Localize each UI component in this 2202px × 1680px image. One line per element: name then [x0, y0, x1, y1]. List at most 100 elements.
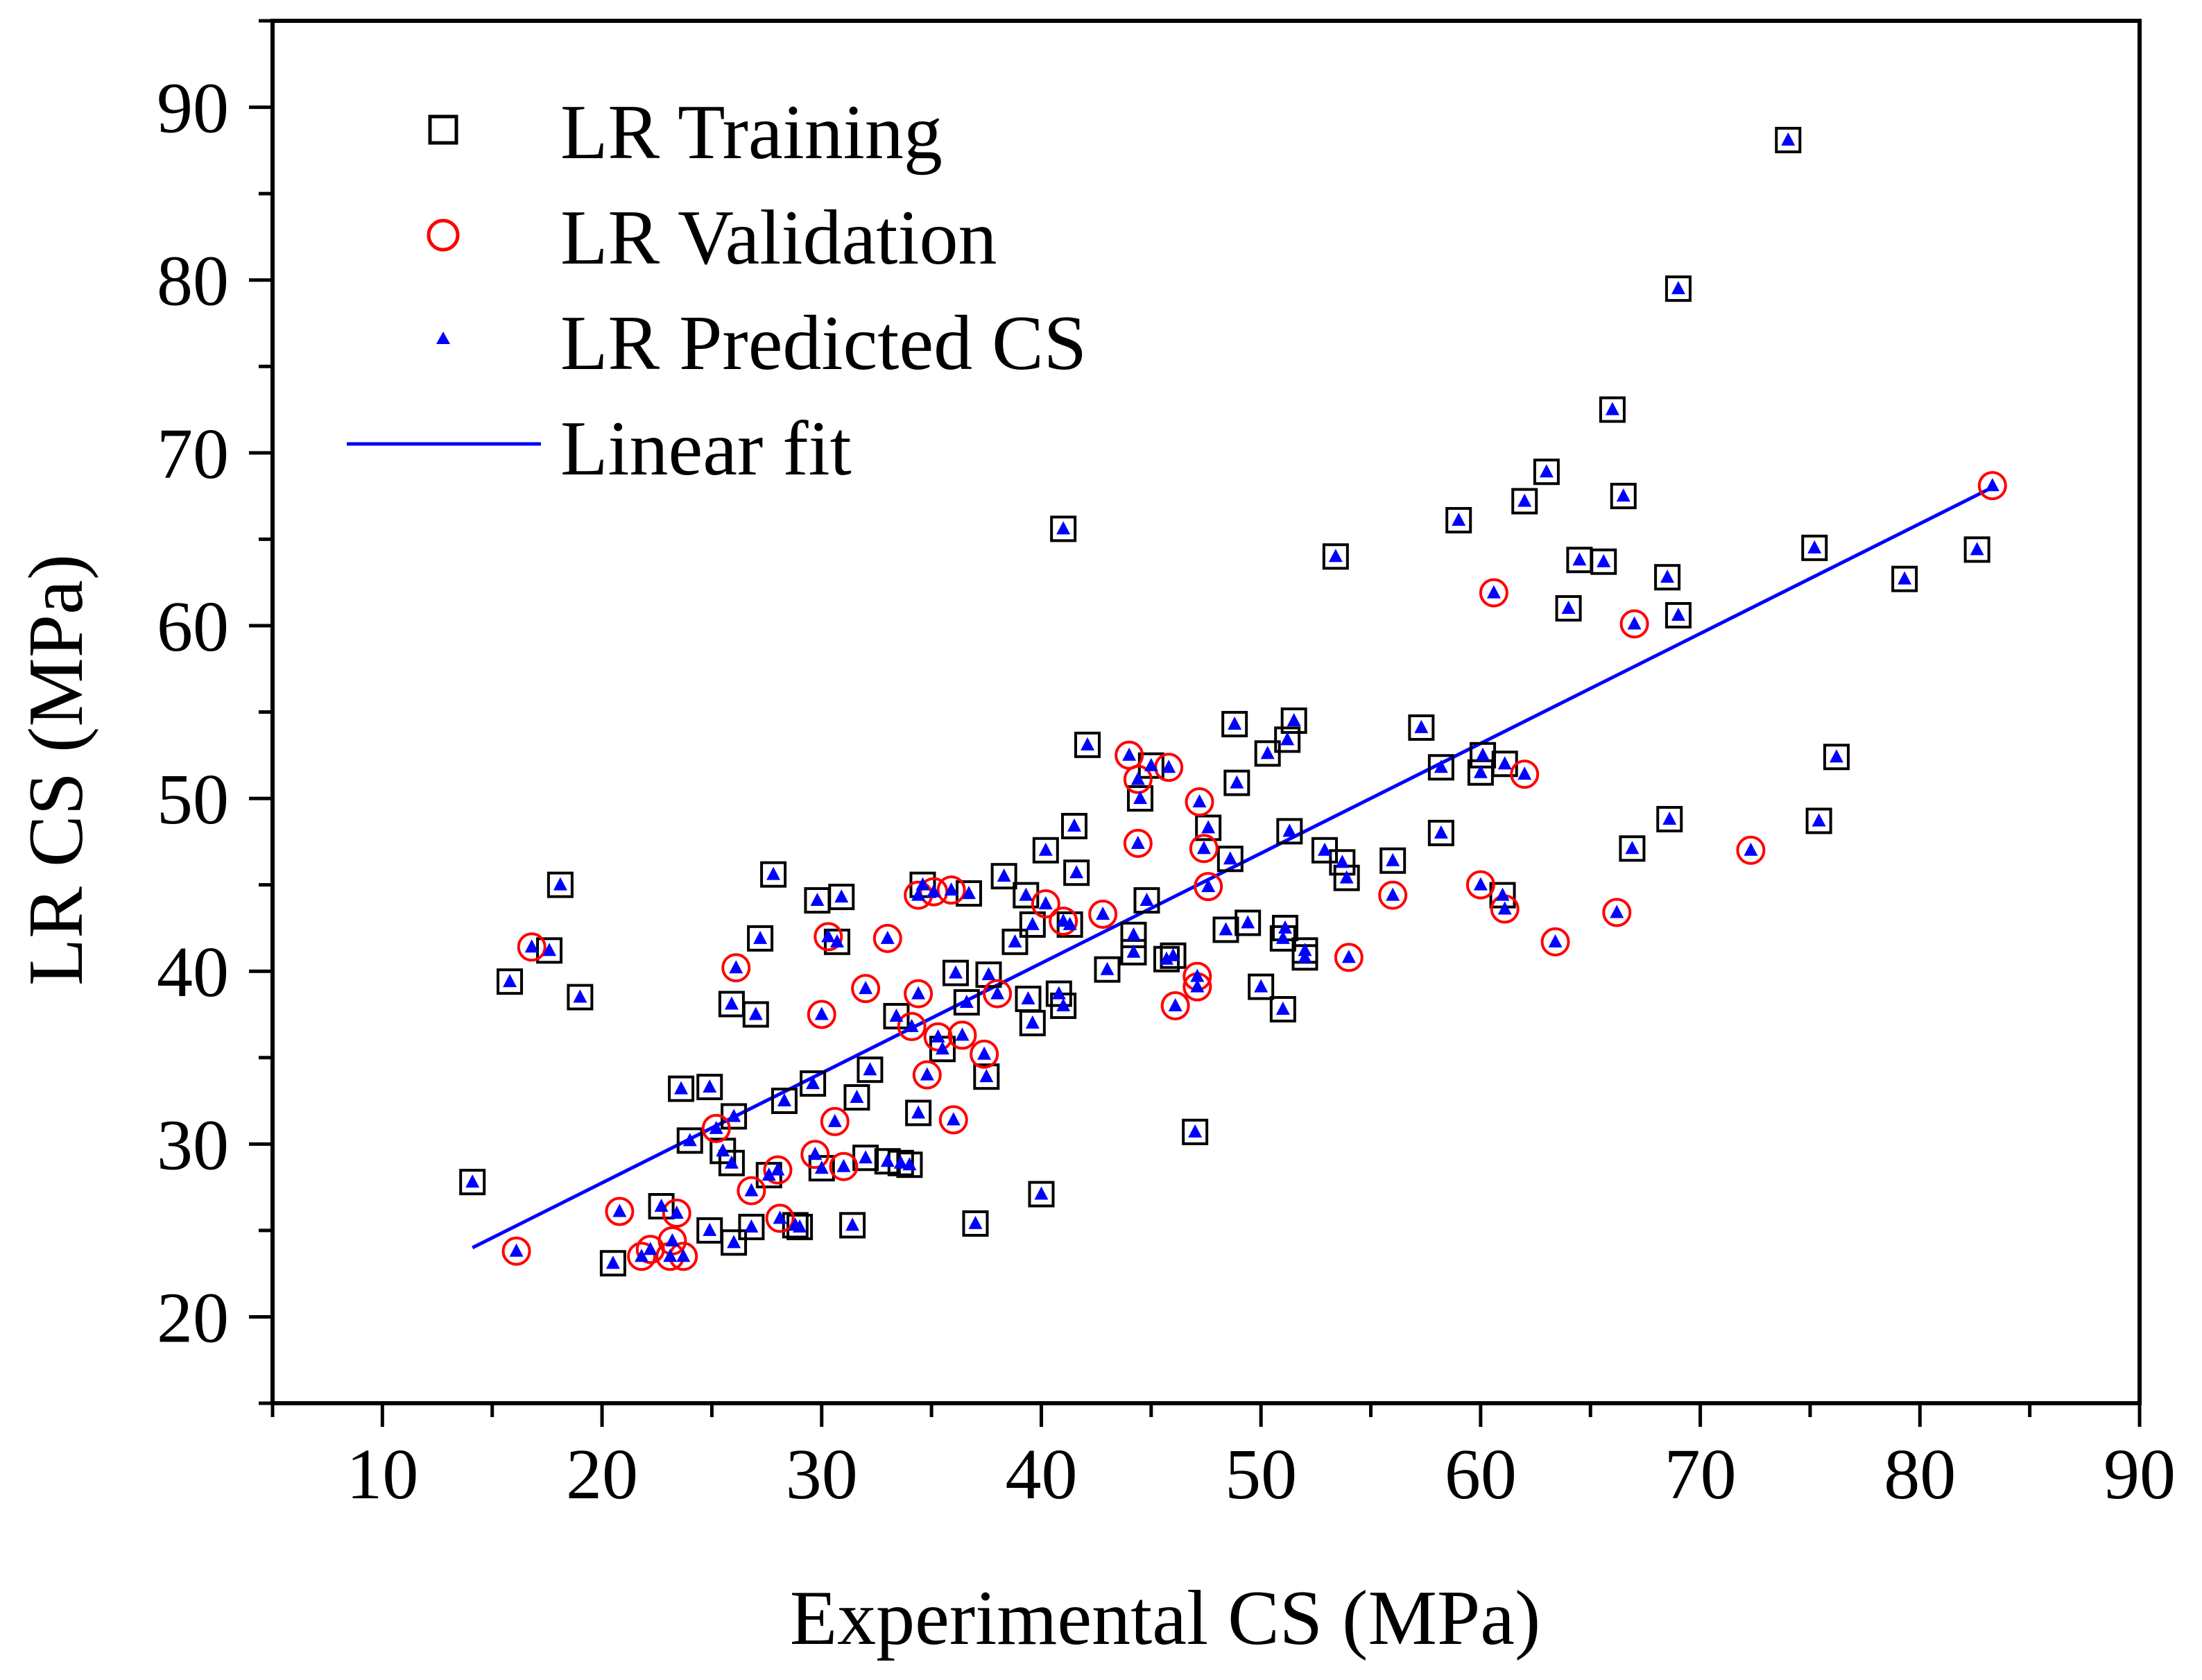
- y-tick-label: 90: [157, 69, 229, 148]
- x-tick-label: 20: [566, 1434, 638, 1514]
- predicted-point: [893, 1155, 908, 1169]
- predicted-point: [1159, 951, 1173, 965]
- predicted-point: [1192, 794, 1207, 808]
- predicted-point: [1298, 950, 1312, 963]
- predicted-point: [676, 1249, 691, 1262]
- predicted-point: [1339, 870, 1354, 884]
- validation-point: [737, 1176, 766, 1206]
- validation-point: [1123, 828, 1153, 858]
- predicted-point: [509, 1243, 524, 1257]
- predicted-point: [1486, 585, 1501, 599]
- training-point: [1276, 818, 1303, 845]
- validation-point: [1619, 609, 1649, 639]
- validation-point: [829, 1151, 859, 1181]
- training-point: [1801, 534, 1828, 561]
- predicted-point: [669, 1205, 684, 1219]
- training-point: [1028, 1181, 1055, 1208]
- training-point: [1555, 595, 1582, 622]
- training-point: [1216, 846, 1244, 873]
- predicted-point: [1662, 811, 1677, 825]
- predicted-point: [1069, 865, 1084, 879]
- training-point: [839, 1212, 866, 1239]
- legend-validation-label: LR Validation: [560, 195, 997, 281]
- predicted-point: [612, 1203, 627, 1217]
- predicted-point: [665, 1233, 680, 1246]
- predicted-point: [1605, 402, 1619, 415]
- training-point: [1654, 564, 1681, 591]
- predicted-point: [889, 1008, 904, 1022]
- predicted-point: [902, 1157, 917, 1171]
- predicted-point: [1056, 521, 1071, 535]
- predicted-point: [1473, 877, 1488, 891]
- training-point: [800, 1070, 827, 1097]
- predicted-point: [1812, 813, 1826, 827]
- predicted-point: [748, 1006, 763, 1020]
- predicted-point: [1671, 607, 1685, 621]
- x-tick-label: 70: [1665, 1434, 1737, 1514]
- training-point: [547, 871, 574, 898]
- predicted-point: [1970, 542, 1984, 556]
- predicted-point: [553, 877, 567, 891]
- training-point: [975, 961, 1002, 988]
- y-axis-tick-labels: 20 30 40 50 60 70 80 90: [157, 69, 229, 1358]
- training-point: [1001, 928, 1029, 955]
- validation-point: [1194, 872, 1223, 902]
- training-point: [1599, 396, 1626, 423]
- validation-point: [1123, 764, 1153, 794]
- predicted-point: [744, 1219, 759, 1233]
- validation-point: [851, 974, 881, 1004]
- predicted-point: [1223, 851, 1237, 865]
- predicted-point: [1038, 896, 1053, 910]
- training-point: [843, 1084, 870, 1111]
- predicted-point: [654, 1198, 669, 1212]
- x-tick-label: 60: [1445, 1434, 1517, 1514]
- validation-point: [912, 1060, 942, 1090]
- predicted-point: [1188, 1124, 1203, 1138]
- predicted-point: [716, 1143, 730, 1157]
- legend: LR Training LR Validation LR Predicted C…: [347, 89, 1087, 492]
- validation-point: [872, 923, 902, 953]
- training-point: [1891, 565, 1918, 592]
- predicted-point: [1008, 934, 1022, 948]
- predicted-point: [682, 1133, 697, 1147]
- x-axis-title: Experimental CS (MPa): [790, 1575, 1540, 1661]
- training-point: [828, 884, 855, 911]
- predicted-point: [1190, 968, 1205, 982]
- x-tick-label: 50: [1225, 1434, 1297, 1514]
- validation-point: [936, 875, 966, 905]
- predicted-point: [1434, 825, 1448, 839]
- predicted-point: [1056, 913, 1071, 927]
- training-point: [567, 984, 594, 1011]
- predicted-point: [1572, 552, 1587, 566]
- predicted-point: [1473, 764, 1488, 778]
- training-point: [771, 1088, 798, 1115]
- training-point: [1063, 859, 1090, 886]
- legend-validation-marker: [427, 218, 460, 252]
- training-point: [1408, 714, 1435, 741]
- predicted-point: [465, 1174, 480, 1188]
- predicted-point: [808, 1147, 823, 1160]
- training-point: [1427, 754, 1454, 781]
- legend-fit-label: Linear fit: [560, 406, 852, 492]
- predicted-point: [959, 995, 974, 1009]
- predicted-point: [1497, 901, 1512, 915]
- predicted-point: [1201, 879, 1216, 893]
- predicted-point: [1230, 775, 1244, 789]
- x-tick-label: 40: [1005, 1434, 1077, 1514]
- training-point: [1094, 956, 1121, 983]
- predicted-point: [904, 1018, 919, 1032]
- training-point: [1160, 942, 1187, 969]
- predicted-point: [990, 986, 1005, 1000]
- predicted-point: [709, 1120, 723, 1134]
- predicted-point: [1287, 712, 1301, 726]
- training-point: [1050, 515, 1077, 542]
- predicted-point: [1807, 540, 1822, 554]
- training-point: [1182, 1118, 1209, 1145]
- predicted-point: [1144, 757, 1158, 771]
- predicted-point: [542, 943, 557, 957]
- training-point: [1248, 973, 1275, 1000]
- predicted-point: [834, 889, 849, 903]
- predicted-point: [1781, 132, 1796, 146]
- predicted-point: [931, 1029, 945, 1043]
- predicted-point: [911, 1105, 926, 1119]
